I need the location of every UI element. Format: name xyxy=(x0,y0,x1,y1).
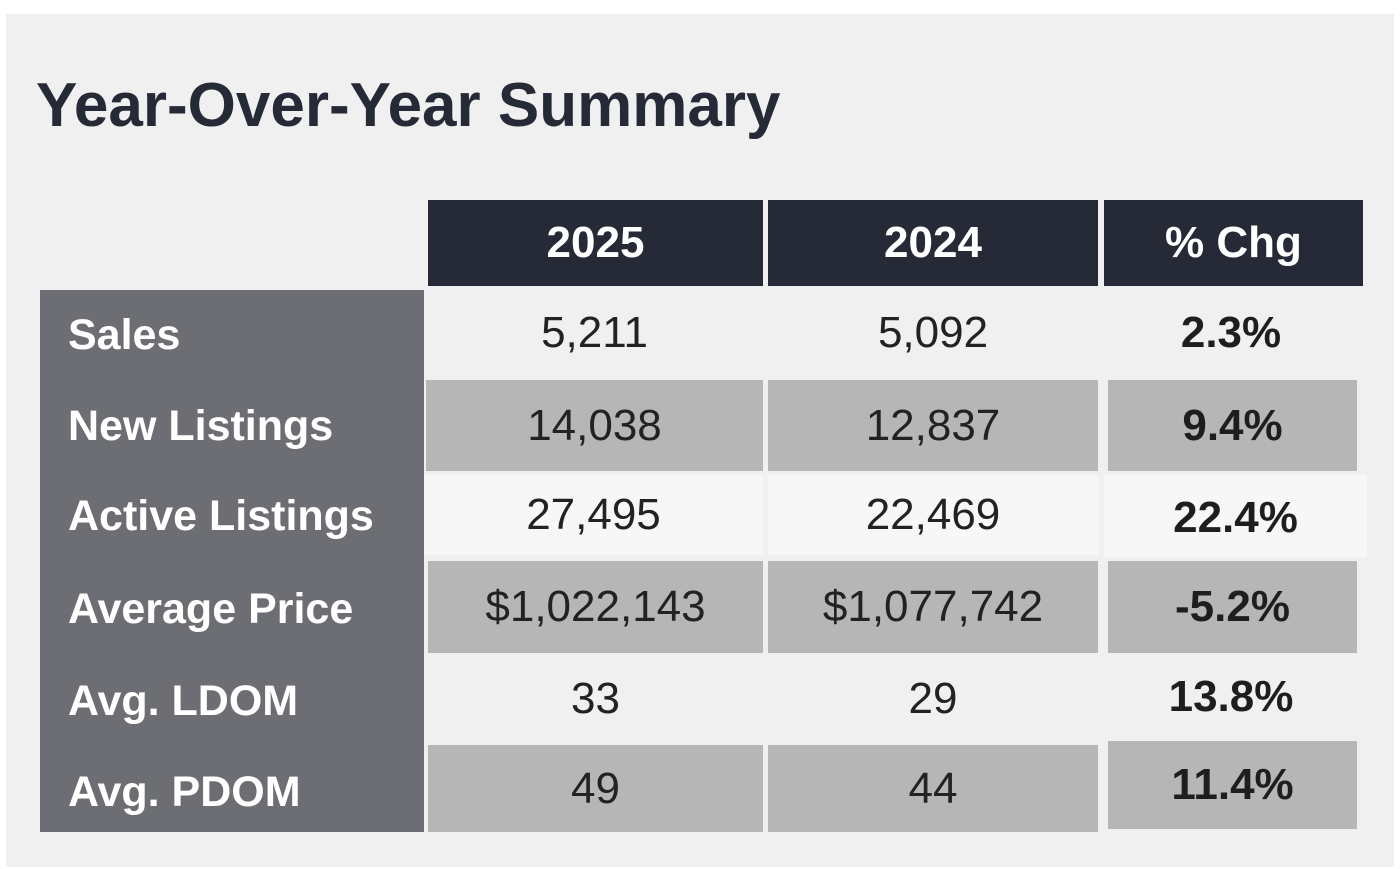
cell-active-listings-chg: 22.4% xyxy=(1104,475,1367,557)
header-2024: 2024 xyxy=(768,200,1098,286)
row-label-avg-pdom: Avg. PDOM xyxy=(68,768,301,816)
row-label-avg-ldom: Avg. LDOM xyxy=(68,677,299,725)
cell-avg-ldom-2024: 29 xyxy=(768,657,1098,741)
header-2025: 2025 xyxy=(428,200,763,286)
cell-avg-ldom-chg: 13.8% xyxy=(1104,657,1358,737)
cell-active-listings-2025: 27,495 xyxy=(424,475,763,555)
cell-avg-pdom-2024: 44 xyxy=(768,745,1098,832)
cell-new-listings-2024: 12,837 xyxy=(768,380,1098,471)
row-label-column: Sales New Listings Active Listings Avera… xyxy=(40,290,424,832)
cell-active-listings-2024: 22,469 xyxy=(768,475,1098,555)
row-label-active-listings: Active Listings xyxy=(68,492,374,540)
page-title: Year-Over-Year Summary xyxy=(36,71,781,140)
cell-sales-2024: 5,092 xyxy=(768,290,1098,376)
cell-average-price-2025: $1,022,143 xyxy=(428,561,763,653)
cell-avg-ldom-2025: 33 xyxy=(428,657,763,741)
row-label-sales: Sales xyxy=(68,311,181,359)
header-pct-chg: % Chg xyxy=(1104,200,1363,286)
cell-average-price-2024: $1,077,742 xyxy=(768,561,1098,653)
cell-new-listings-chg: 9.4% xyxy=(1108,380,1357,471)
cell-new-listings-2025: 14,038 xyxy=(426,380,763,471)
cell-avg-pdom-chg: 11.4% xyxy=(1108,741,1357,829)
cell-sales-chg: 2.3% xyxy=(1104,290,1358,376)
cell-avg-pdom-2025: 49 xyxy=(428,745,763,832)
cell-sales-2025: 5,211 xyxy=(426,290,763,376)
row-label-average-price: Average Price xyxy=(68,585,354,633)
row-label-new-listings: New Listings xyxy=(68,402,334,450)
cell-average-price-chg: -5.2% xyxy=(1108,561,1357,653)
